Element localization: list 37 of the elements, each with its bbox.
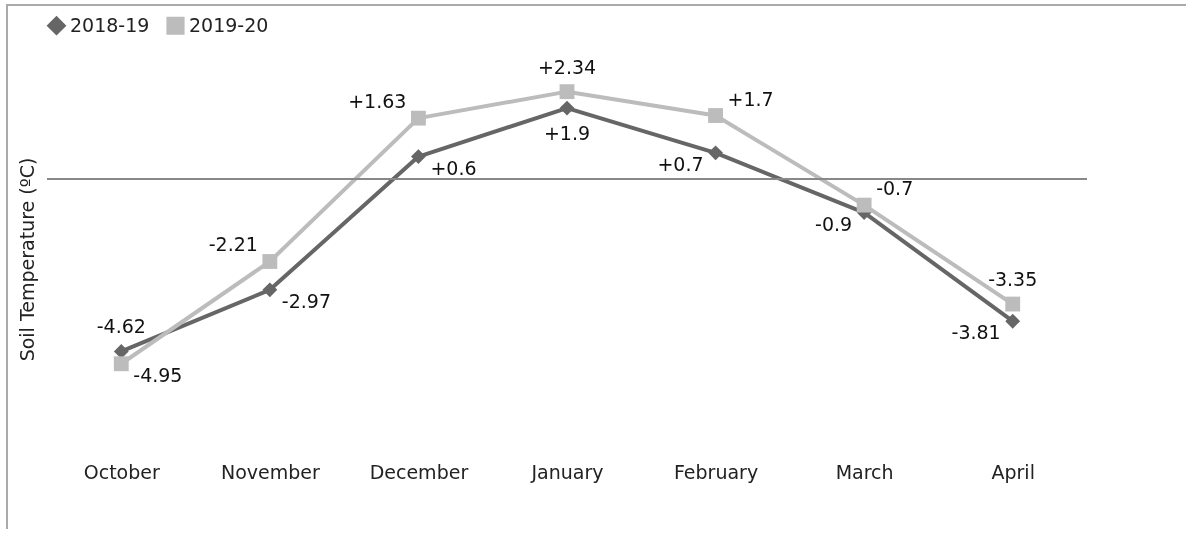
- data-label: +2.34: [537, 55, 597, 78]
- data-label: -2.21: [208, 233, 258, 256]
- data-label: +0.6: [430, 156, 477, 179]
- x-tick-label: December: [369, 460, 469, 483]
- point: [708, 108, 723, 123]
- data-label: -3.81: [951, 321, 1001, 344]
- x-tick-label: February: [673, 460, 759, 483]
- point: [262, 282, 278, 298]
- point: [411, 110, 426, 126]
- x-tick-label: October: [83, 460, 160, 483]
- point: [708, 145, 723, 161]
- data-label: +0.7: [657, 152, 704, 175]
- data-label: +1.7: [727, 87, 774, 110]
- data-label: -4.95: [133, 363, 183, 386]
- data-label: -0.9: [815, 212, 853, 235]
- point: [559, 100, 575, 116]
- point: [411, 149, 426, 165]
- data-label: +1.9: [543, 122, 591, 145]
- point: [113, 344, 129, 359]
- data-label: -2.97: [281, 289, 332, 312]
- x-tick-label: January: [530, 460, 604, 483]
- legend-label: 2019-20: [189, 13, 269, 36]
- data-label: -0.7: [876, 177, 914, 200]
- data-label: -3.35: [988, 268, 1038, 291]
- x-tick-label: November: [220, 460, 320, 483]
- data-label: -4.62: [96, 315, 146, 338]
- x-tick-label: March: [835, 460, 894, 483]
- point: [262, 254, 278, 269]
- point: [113, 356, 129, 372]
- legend-label: 2018-19: [70, 13, 150, 36]
- x-tick-label: April: [991, 460, 1035, 483]
- data-label: +1.63: [348, 90, 407, 113]
- point: [1005, 296, 1021, 312]
- point: [856, 197, 872, 213]
- y-axis-title: Soil Temperature (ºC): [15, 157, 38, 362]
- point: [559, 84, 575, 100]
- point: [1005, 313, 1021, 329]
